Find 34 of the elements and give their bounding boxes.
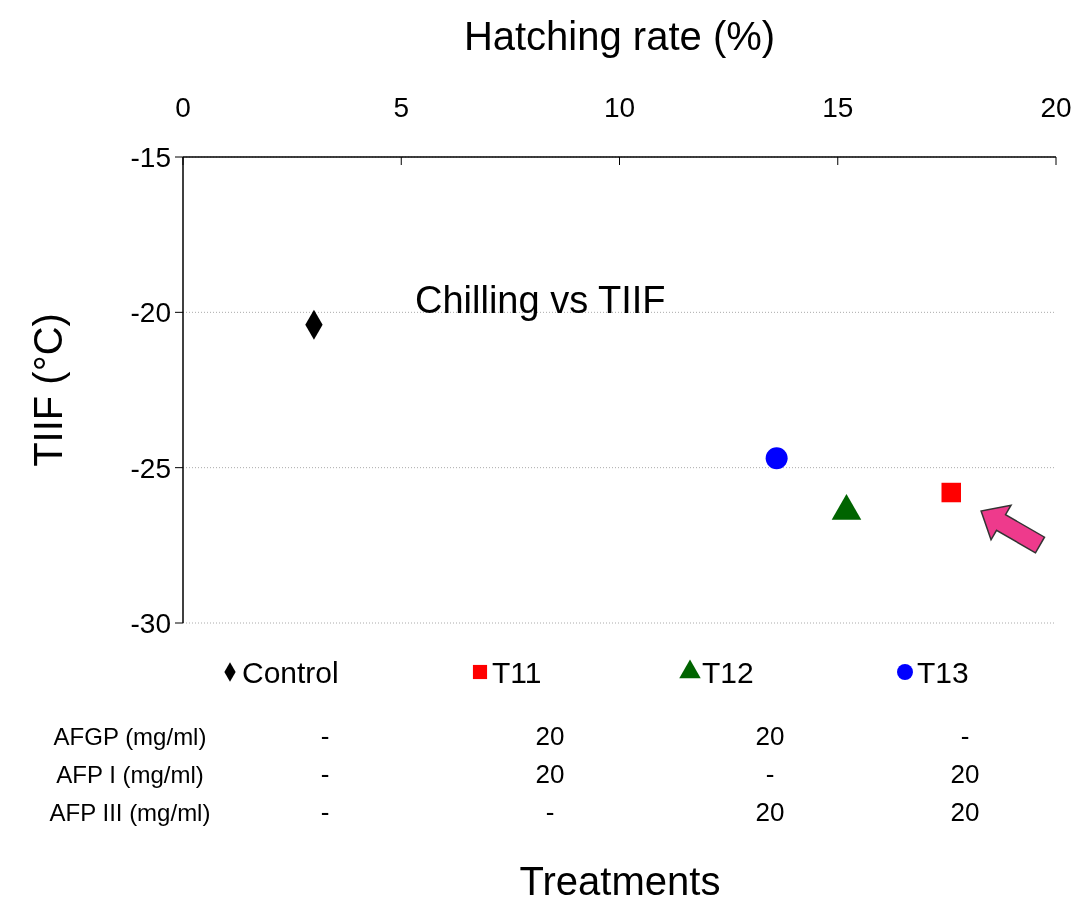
text: - [320,721,330,751]
text: AFP III (mg/ml) [49,799,211,826]
y-tick-label: -25 [130,452,171,484]
legend-label: Control [242,656,339,689]
x-tick-label: 0 [175,92,191,123]
text: 20 [535,759,565,789]
x-axis-title: Hatching rate (%) [463,14,776,58]
x-tick-label: 15 [822,92,854,123]
y-tick-label: -15 [130,142,171,173]
legend-label: T12 [702,656,754,689]
text: AFGP (mg/ml) [53,723,207,750]
text: 20 [755,721,785,751]
text: AFP I (mg/ml) [56,761,204,788]
text: - [545,797,555,827]
text: - [320,797,330,827]
text: 20 [535,721,565,751]
text: Chilling vs TIIF [415,279,666,321]
y-axis-title: TIIF (°C) [26,313,70,467]
point [941,482,961,503]
y-tick-label: -30 [130,608,171,639]
text: - [765,759,775,789]
text: - [320,759,330,789]
x-tick-label: 5 [393,92,410,123]
text: 20 [755,797,785,827]
x-tick-label: 20 [1040,92,1072,123]
text: Treatments [519,859,721,903]
y-tick-label: -20 [130,297,171,329]
text: 20 [950,759,980,789]
x-tick-label: 10 [603,92,636,123]
legend-label: T13 [917,656,969,689]
legend-label: T11 [492,656,542,689]
text: 20 [950,797,980,827]
text: - [960,721,970,751]
point [765,447,788,470]
